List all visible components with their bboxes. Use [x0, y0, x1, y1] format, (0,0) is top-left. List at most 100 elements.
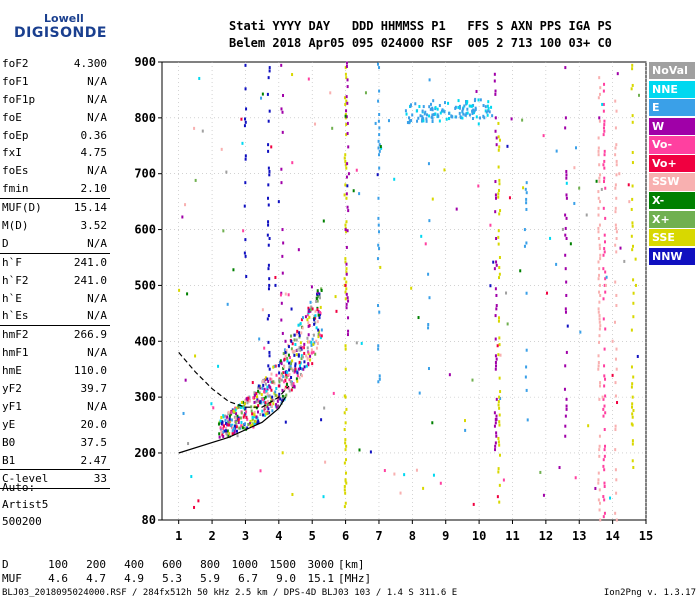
- echo-mark: [276, 399, 279, 403]
- echo-mark: [264, 406, 267, 410]
- echo-mark: [404, 109, 407, 113]
- param-label: foF1: [2, 74, 29, 88]
- scaled-parameters-panel: foF2 4.300 foF1 N/A foF1p N/A foE N/A foEp 0.36 fx…: [0, 55, 110, 490]
- echo-mark: [281, 228, 284, 232]
- echo-mark: [493, 79, 496, 83]
- echo-mark: [253, 400, 256, 404]
- echo-mark: [614, 210, 617, 214]
- echo-mark: [267, 403, 270, 407]
- param-row: yF2 39.7: [0, 380, 110, 398]
- echo-mark: [268, 411, 271, 415]
- echo-mark: [495, 136, 498, 140]
- echo-mark: [438, 103, 441, 107]
- echo-mark: [598, 488, 601, 492]
- echo-mark: [575, 146, 578, 150]
- param-label: foE: [2, 110, 22, 124]
- echo-mark: [317, 309, 320, 313]
- echo-mark: [268, 350, 271, 354]
- echo-mark: [221, 433, 224, 437]
- echo-mark: [377, 119, 380, 123]
- echo-mark: [499, 209, 502, 213]
- echo-mark: [230, 418, 233, 422]
- echo-mark: [602, 163, 605, 167]
- echo-mark: [494, 287, 497, 291]
- echo-mark: [267, 364, 270, 368]
- echo-mark: [597, 310, 600, 314]
- autoscaling-info: Auto: Artist5 500200: [2, 479, 48, 530]
- x-tick-label: 5: [309, 529, 316, 543]
- echo-mark: [377, 216, 380, 220]
- echo-mark: [301, 367, 304, 371]
- x-tick-label: 15: [639, 529, 653, 543]
- echo-mark: [489, 223, 492, 227]
- echo-mark: [268, 384, 271, 388]
- legend-item-w: W: [649, 117, 695, 135]
- echo-mark: [495, 307, 498, 311]
- echo-mark: [414, 102, 417, 106]
- echo-mark: [378, 126, 381, 130]
- echo-mark: [564, 307, 567, 311]
- echo-mark: [455, 207, 458, 211]
- echo-mark: [269, 402, 272, 406]
- param-label: fxI: [2, 146, 22, 160]
- echo-mark: [597, 471, 600, 475]
- echo-mark: [598, 384, 601, 388]
- echo-mark: [291, 359, 294, 363]
- echo-mark: [565, 216, 568, 220]
- echo-mark: [603, 159, 606, 163]
- echo-mark: [631, 120, 634, 124]
- echo-mark: [597, 153, 600, 157]
- echo-mark: [632, 291, 635, 295]
- echo-mark: [344, 223, 347, 227]
- echo-mark: [240, 405, 243, 409]
- echo-mark: [603, 240, 606, 244]
- echo-mark: [289, 364, 292, 368]
- echo-mark: [259, 384, 262, 388]
- echo-mark: [616, 72, 619, 76]
- echo-mark: [243, 413, 246, 417]
- y-tick-label: 800: [134, 111, 156, 125]
- echo-mark: [267, 166, 270, 170]
- echo-mark: [494, 337, 497, 341]
- echo-mark: [259, 386, 262, 390]
- echo-mark: [344, 471, 347, 475]
- x-tick-label: 4: [275, 529, 282, 543]
- echo-mark: [267, 243, 270, 247]
- echo-mark: [422, 119, 425, 123]
- echo-mark: [227, 421, 230, 425]
- echo-mark: [226, 423, 229, 427]
- echo-mark: [313, 314, 316, 318]
- echo-mark: [425, 119, 428, 123]
- echo-mark: [301, 374, 304, 378]
- echo-mark: [421, 109, 424, 113]
- echo-mark: [262, 383, 265, 387]
- echo-mark: [184, 378, 187, 382]
- param-label: foEs: [2, 164, 29, 178]
- echo-mark: [280, 167, 283, 171]
- echo-mark: [432, 473, 435, 477]
- echo-mark: [295, 377, 298, 381]
- echo-mark: [241, 141, 244, 145]
- echo-mark: [263, 413, 266, 417]
- echo-mark: [424, 242, 427, 246]
- echo-mark: [313, 322, 316, 326]
- echo-mark: [304, 315, 307, 319]
- echo-mark: [344, 113, 347, 117]
- echo-mark: [266, 392, 269, 396]
- echo-mark: [301, 326, 304, 330]
- echo-mark: [267, 380, 270, 384]
- echo-mark: [355, 168, 358, 172]
- echo-mark: [631, 67, 634, 71]
- echo-mark: [565, 236, 568, 240]
- echo-mark: [615, 109, 618, 113]
- echo-mark: [494, 89, 497, 93]
- echo-mark: [244, 411, 247, 415]
- echo-mark: [614, 428, 617, 432]
- echo-mark: [344, 491, 347, 495]
- echo-mark: [488, 110, 491, 114]
- echo-mark: [418, 105, 421, 109]
- echo-mark: [245, 107, 248, 111]
- echo-mark: [380, 146, 383, 150]
- echo-mark: [280, 63, 283, 67]
- echo-mark: [352, 189, 355, 193]
